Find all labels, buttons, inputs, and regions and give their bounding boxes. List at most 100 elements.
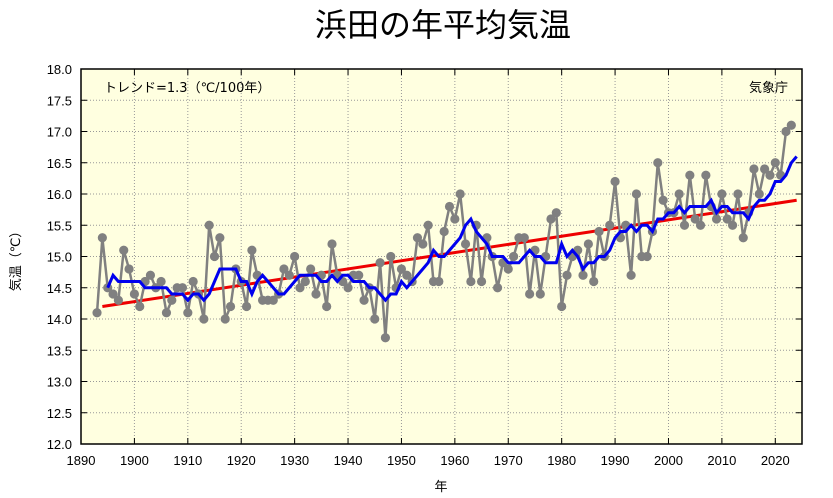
annual-point (225, 301, 236, 312)
annual-point (679, 220, 690, 230)
annual-point (444, 201, 455, 212)
annual-point (135, 301, 145, 312)
x-tick-label: 1910 (173, 453, 202, 468)
annual-point (209, 251, 220, 262)
annual-point (386, 251, 396, 262)
annual-point (354, 270, 364, 280)
x-tick-label: 2000 (654, 453, 683, 468)
annual-point (781, 126, 791, 137)
annual-point (685, 170, 695, 180)
grid (81, 69, 802, 444)
annual-point (418, 239, 428, 249)
annual-point (578, 270, 588, 280)
annual-point (343, 283, 353, 293)
x-tick-label: 1920 (227, 453, 256, 468)
y-tick-label: 17.5 (47, 93, 72, 108)
annual-point (161, 308, 172, 318)
annual-point (631, 189, 642, 199)
annual-point (439, 226, 449, 237)
annual-point (690, 214, 700, 224)
annual-point (642, 251, 652, 262)
plot-frame (80, 68, 803, 445)
annual-point (770, 158, 780, 168)
annual-point (717, 189, 727, 199)
annual-point (738, 233, 748, 243)
annual-point (279, 264, 289, 274)
x-tick-label: 1990 (601, 453, 630, 468)
annual-point (722, 214, 732, 224)
x-tick-label: 2020 (761, 453, 790, 468)
annual-point (589, 276, 599, 287)
annual-point (284, 270, 294, 280)
annual-point (129, 289, 140, 299)
x-tick-label: 1970 (494, 453, 523, 468)
y-tick-label: 12.0 (47, 437, 72, 452)
annual-point (177, 283, 188, 293)
annual-point (215, 233, 225, 243)
annual-point (658, 195, 668, 205)
y-tick-label: 14.0 (47, 312, 72, 327)
annual-point (583, 239, 593, 249)
annual-point (156, 276, 166, 287)
annual-point (434, 276, 444, 287)
annual-point (733, 189, 743, 199)
annual-point (290, 251, 300, 262)
x-tick-label: 2010 (707, 453, 736, 468)
annual-point (605, 220, 615, 230)
y-tick-label: 14.5 (47, 281, 72, 296)
annual-point (455, 189, 465, 199)
annual-point (204, 220, 214, 230)
annual-point (306, 264, 316, 274)
y-tick-label: 16.0 (47, 187, 72, 202)
moving-average-line (106, 155, 798, 303)
annual-point (380, 333, 391, 343)
source-label: 気象庁 (749, 80, 788, 96)
annual-point (525, 289, 535, 299)
annual-point (113, 295, 123, 305)
annual-point (754, 189, 764, 199)
annual-point (535, 289, 545, 299)
y-axis: 12.0 12.5 13.0 13.5 14.0 14.5 15.0 15.5 16.0 16.5… (47, 62, 802, 452)
annual-point (199, 314, 209, 324)
trend-annotation: トレンド=1.3（℃/100年） (104, 81, 270, 96)
y-tick-label: 13.5 (47, 343, 72, 358)
annual-point (674, 189, 684, 199)
annual-point (519, 233, 529, 243)
annual-point (167, 295, 177, 305)
annual-point (503, 264, 513, 274)
annual-point (460, 239, 471, 249)
annual-point (97, 233, 107, 243)
y-tick-label: 18.0 (47, 62, 72, 77)
annual-point (311, 289, 321, 299)
y-tick-label: 17.0 (47, 125, 72, 140)
y-axis-label: 気温（℃） (8, 225, 24, 292)
annual-point (327, 239, 337, 249)
annual-point (626, 270, 636, 280)
x-tick-label: 1950 (387, 453, 416, 468)
annual-point (711, 214, 722, 224)
annual-point (220, 314, 230, 324)
annual-point (423, 220, 433, 230)
chart-title: 浜田の年平均気温 (315, 6, 571, 44)
x-tick-label: 1930 (280, 453, 309, 468)
annual-point (412, 233, 423, 243)
annual-point (359, 295, 369, 305)
x-tick-label: 1900 (120, 453, 149, 468)
annual-point (551, 208, 561, 218)
annual-point (188, 276, 198, 287)
annual-point (300, 276, 310, 287)
annual-point (786, 120, 796, 130)
annual-point (492, 283, 503, 293)
annual-point (765, 170, 775, 180)
trend-line (102, 198, 797, 308)
y-tick-label: 15.5 (47, 218, 72, 233)
annual-point (546, 214, 556, 224)
annual-point (562, 270, 572, 280)
y-tick-label: 12.5 (47, 406, 72, 421)
annual-point (247, 245, 257, 255)
annual-point (476, 276, 487, 287)
annual-point (119, 245, 129, 255)
y-tick-label: 15.0 (47, 250, 72, 265)
annual-point (594, 226, 604, 237)
x-axis: 1890 1900 1910 1920 1930 1940 1950 1960 1970 1980… (67, 69, 790, 468)
